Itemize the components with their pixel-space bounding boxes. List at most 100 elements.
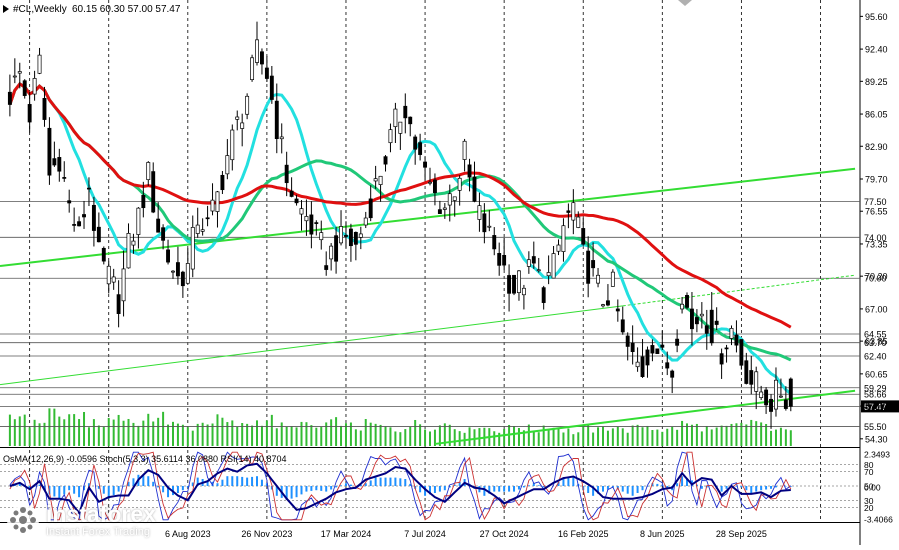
watermark-subtitle: Instant Forex Trading [46,526,150,538]
candle-body [467,164,472,178]
candle-body [255,39,259,63]
candle-body [536,269,541,272]
candle-body [131,240,136,246]
candle-body [156,218,161,233]
candle-body [319,232,324,241]
indicator-scale-label: 0.00 [864,483,881,493]
candle-body [492,235,497,250]
price-level-label: 70.00 [864,274,887,284]
price-scale-label: 82.90 [865,142,888,152]
candle-body [151,171,156,213]
candle-body [166,249,170,263]
candle-body [778,395,783,398]
candle-body [452,196,457,201]
candle-body [650,345,655,354]
candle-body [269,75,274,100]
candle-body [551,253,556,279]
candle-body [101,247,106,262]
candle-body [423,161,428,168]
candle-body [7,91,12,105]
candle-body [17,71,22,74]
candle-body [447,193,452,206]
candle-body [734,334,739,346]
candle-body [521,287,526,296]
candle-body [314,222,319,224]
candle-body [615,308,620,312]
indicator-scale-label: 50 [864,482,874,492]
candle-body [502,255,507,266]
price-scale-label: 63.85 [865,337,888,347]
candle-body [32,78,37,95]
candle-body [719,353,724,365]
lower-trendline [0,305,623,386]
candle-body [645,349,650,366]
symbol-arrow-icon [3,5,9,13]
candle-body [136,207,141,235]
candle-body [541,287,546,303]
candle-body [531,256,536,264]
price-scale-label: 92.40 [865,45,888,55]
price-scale-label: 89.25 [865,77,888,87]
candle-body [126,232,131,269]
candle-body [783,399,788,409]
candle-body [413,136,418,150]
candle-body [106,265,111,285]
candle-body [121,268,126,302]
candle-body [353,231,358,245]
candle-body [185,263,190,284]
candle-body [329,245,334,260]
candle-body [250,57,255,80]
candle-body [284,164,289,184]
price-level-label: 57.47 [864,402,887,412]
candle-body [739,339,744,366]
candle-body [418,142,423,155]
candle-body [566,210,571,213]
candle-body [561,225,566,252]
candle-body [383,156,388,165]
candle-body [507,275,512,294]
candle-body [774,379,778,410]
candle-body [96,226,101,243]
time-axis: 6 Aug 2023 26 Nov 2023 17 Mar 2024 7 Jul 20… [165,529,767,539]
candle-body [437,209,442,214]
stochastic-signal-line [9,451,792,521]
ma-slow-line [8,82,792,329]
candle-body [610,271,615,287]
candle-body [91,204,96,231]
ma-mid-line [8,82,792,362]
candle-body [482,213,487,233]
price-scale-label: 95.60 [865,12,888,22]
candle-body [556,244,561,252]
candle-body [665,362,670,369]
candle-body [200,229,205,232]
candle-body [363,217,368,226]
candle-body [299,208,304,215]
candle-body [304,216,309,222]
candle-body [62,177,67,179]
candle-body [368,198,373,219]
candle-body [348,228,353,247]
time-tick-label: 16 Feb 2025 [558,529,609,539]
ohlc-values: 60.15 60.30 57.00 57.47 [72,4,181,15]
instaforex-logo-icon [7,504,39,536]
symbol-title: #CL,Weekly [13,4,67,15]
indicator-scale-label: 80 [864,460,874,470]
current-price-box [861,400,899,413]
watermark: instaforex Instant Forex Trading [6,502,156,538]
candle-body [180,271,185,287]
price-scale-label: 73.35 [865,239,888,249]
candle-body [67,200,72,204]
candle-body [403,105,408,119]
candle-body [408,116,413,125]
indicator-scale-label: -3.4066 [864,515,893,525]
candle-body [388,129,393,144]
candle-body [339,226,343,244]
time-tick-label: 6 Aug 2023 [165,529,211,539]
candle-body [210,199,215,212]
price-scale-label: 86.05 [865,110,888,120]
price-level-label: 62.40 [864,351,887,361]
candle-body [576,216,581,228]
candle-body [171,270,175,273]
candle-body [601,304,605,307]
candle-body [12,75,17,78]
